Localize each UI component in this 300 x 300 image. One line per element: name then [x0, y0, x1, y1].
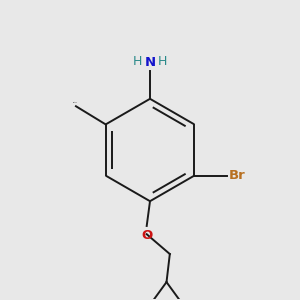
- Text: N: N: [144, 56, 156, 69]
- Text: O: O: [141, 229, 152, 242]
- Text: H: H: [158, 55, 167, 68]
- Text: Br: Br: [229, 169, 245, 182]
- Text: H: H: [133, 55, 142, 68]
- Text: methyl: methyl: [73, 102, 77, 103]
